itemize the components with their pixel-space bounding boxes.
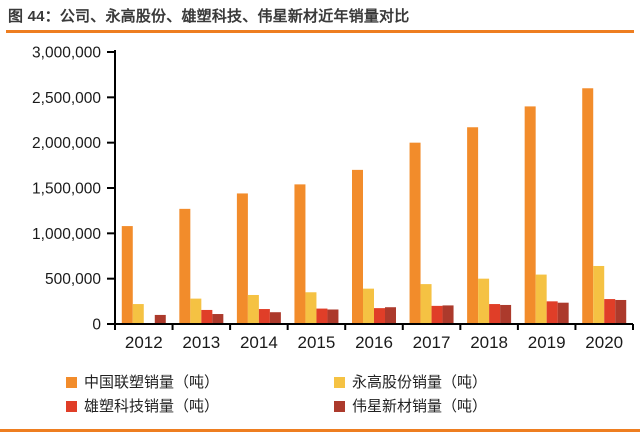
x-axis-label: 2012 [125,333,163,352]
y-tick-label: 1,000,000 [32,226,101,243]
bar [201,309,213,324]
footer-rule [0,429,640,432]
bar [557,302,569,324]
y-tick-label: 2,500,000 [32,90,101,107]
x-axis-label: 2017 [413,333,451,352]
legend-label: 中国联塑销量（吨） [84,373,220,391]
bar [500,304,512,324]
bar [236,193,248,324]
bar [327,309,339,324]
y-tick-label: 3,000,000 [32,45,101,62]
legend-swatch [66,401,77,412]
bar [374,308,385,324]
bar [352,169,363,324]
bar [121,226,133,324]
x-axis-label: 2018 [470,333,508,352]
bar [478,278,490,324]
legend-swatch [334,401,345,412]
legend-item: 雄塑科技销量（吨） [66,398,334,415]
x-axis-label: 2013 [182,333,220,352]
bar [546,301,558,324]
bar [409,142,421,324]
bar [442,305,454,324]
legend-label: 雄塑科技销量（吨） [84,397,220,415]
bar [467,127,479,325]
bar [593,265,605,324]
bar [258,309,270,324]
legend-item: 永高股份销量（吨） [334,374,574,391]
bar [363,288,374,324]
legend-item: 伟星新材销量（吨） [334,398,574,415]
legend-label: 伟星新材销量（吨） [352,397,488,415]
bar [420,284,432,324]
y-tick-label: 1,500,000 [32,181,101,198]
legend-swatch [66,377,77,388]
x-axis-label: 2020 [585,333,623,352]
bar [305,292,317,324]
bar [247,294,259,324]
legend-swatch [334,377,345,388]
chart-legend: 中国联塑销量（吨） 永高股份销量（吨） 雄塑科技销量（吨） 伟星新材销量（吨） [66,374,606,415]
bar [269,312,281,324]
bar [154,314,166,324]
legend-item: 中国联塑销量（吨） [66,374,334,391]
y-tick-label: 0 [92,317,101,334]
x-axis-label: 2015 [298,333,336,352]
bar [489,304,501,324]
bar [615,299,627,324]
title-underline [6,30,634,33]
y-tick-label: 2,000,000 [32,135,101,152]
bar [294,184,306,324]
bar [524,106,536,325]
bar [385,307,396,324]
bar [535,274,547,324]
legend-label: 永高股份销量（吨） [352,373,488,391]
x-axis-label: 2019 [528,333,566,352]
bar [132,304,144,324]
bar [431,305,443,324]
x-axis-label: 2016 [355,333,393,352]
bar [190,298,202,324]
chart-title: 图 44：公司、永高股份、雄塑科技、伟星新材近年销量对比 [8,8,410,25]
bar [316,308,328,324]
sales-bar-chart: 0 500,000 1,000,000 1,500,000 2,000,000 2,500… [32,45,634,352]
bar [212,314,224,324]
bar [604,299,616,324]
bar [582,88,594,324]
y-tick-label: 500,000 [45,271,101,288]
x-axis-label: 2014 [240,333,278,352]
bar [179,208,191,324]
